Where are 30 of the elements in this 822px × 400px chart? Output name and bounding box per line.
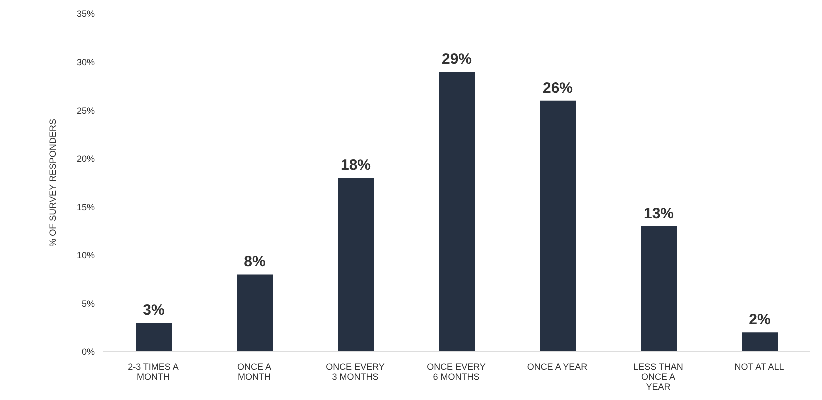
bar xyxy=(540,100,576,352)
x-tick-label: 2-3 TIMES A MONTH xyxy=(128,362,179,382)
bar xyxy=(237,274,273,352)
y-tick-label: 10% xyxy=(76,250,95,261)
y-tick-label: 5% xyxy=(82,298,95,309)
x-tick-label: ONCE EVERY 3 MONTHS xyxy=(326,362,385,382)
data-label: 2% xyxy=(749,312,771,329)
data-label: 8% xyxy=(244,254,266,271)
y-axis-title: % OF SURVEY RESPONDERS xyxy=(48,119,58,247)
x-tick-label: ONCE A MONTH xyxy=(237,362,272,382)
bar xyxy=(641,226,677,352)
y-tick-label: 35% xyxy=(76,9,95,20)
data-label: 13% xyxy=(644,205,674,222)
data-label: 26% xyxy=(542,80,574,97)
x-tick-label: LESS THAN ONCE A YEAR xyxy=(634,362,684,392)
bar xyxy=(439,72,475,352)
x-tick-label: ONCE A YEAR xyxy=(527,362,588,372)
x-tick-label: NOT AT ALL xyxy=(734,362,784,372)
x-tick-label: ONCE EVERY 6 MONTHS xyxy=(427,362,486,382)
y-tick-label: 15% xyxy=(76,202,95,212)
data-label: 3% xyxy=(143,302,165,320)
data-label: 18% xyxy=(340,157,372,174)
data-label: 29% xyxy=(442,50,472,68)
bar xyxy=(742,332,778,352)
bar xyxy=(338,178,374,352)
y-tick-label: 25% xyxy=(76,106,95,116)
y-tick-label: 30% xyxy=(76,57,95,68)
y-tick-label: 20% xyxy=(76,154,95,164)
bar xyxy=(136,323,172,352)
y-tick-label: 0% xyxy=(82,347,95,358)
